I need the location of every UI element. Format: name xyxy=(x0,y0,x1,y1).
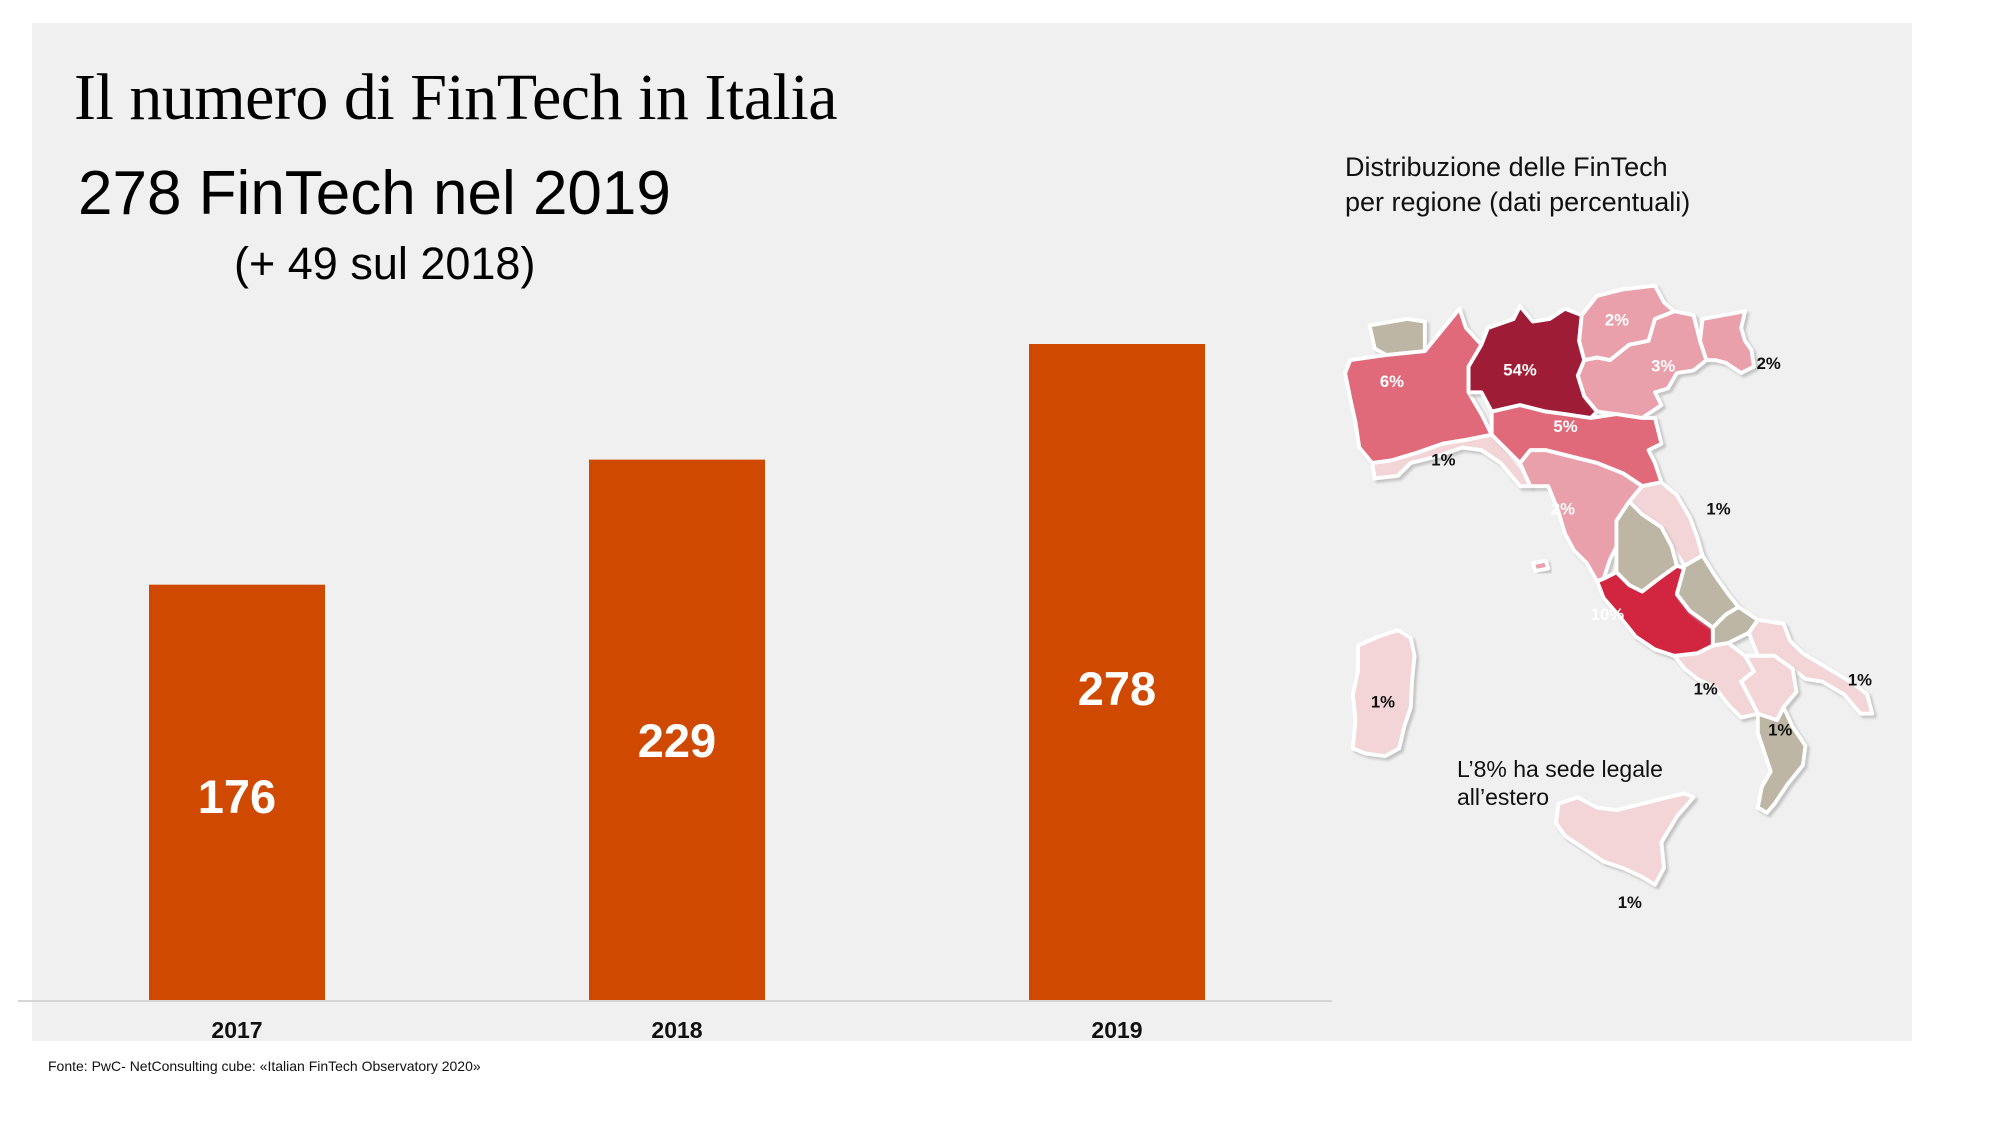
label-lazio: 10% xyxy=(1591,605,1625,624)
labels-layer: 176 2017 229 2018 278 2019 xyxy=(198,662,1156,1043)
bar-2018 xyxy=(589,459,765,1001)
bar-value-label: 229 xyxy=(638,714,716,767)
map-title: Distribuzione delle FinTech per regione … xyxy=(1345,152,1691,217)
bar-value-label: 278 xyxy=(1078,662,1156,715)
x-tick-label: 2018 xyxy=(651,1017,702,1043)
label-campania: 1% xyxy=(1694,679,1718,698)
bar-value-label: 176 xyxy=(198,770,276,823)
bar-2017 xyxy=(149,584,325,1000)
label-puglia: 1% xyxy=(1848,670,1872,689)
island-elba xyxy=(1530,558,1551,573)
label-toscana: 2% xyxy=(1551,499,1575,518)
bar-2019 xyxy=(1029,344,1205,1000)
label-veneto: 3% xyxy=(1651,357,1675,376)
label-sicilia: 1% xyxy=(1618,893,1642,912)
label-trentino: 2% xyxy=(1605,310,1629,329)
bars-layer xyxy=(149,344,1205,1001)
region-sardegna xyxy=(1350,628,1417,759)
abroad-note: L’8% ha sede legale all’estero xyxy=(1457,756,1663,810)
label-liguria: 1% xyxy=(1431,451,1455,470)
headline-total: 278 FinTech nel 2019 xyxy=(78,159,671,228)
region-veneto xyxy=(1575,309,1709,420)
x-tick-label: 2019 xyxy=(1091,1017,1142,1043)
label-basilicata: 1% xyxy=(1768,721,1792,740)
region-toscana xyxy=(1518,448,1645,584)
source-footnote: Fonte: PwC- NetConsulting cube: «Italian… xyxy=(48,1058,481,1074)
label-sardegna: 1% xyxy=(1371,692,1395,711)
map-labels: 6% 54% 2% 3% 2% 1% 5% 2% 1% 10% 1% 1% 1%… xyxy=(1371,310,1872,911)
label-lombardia: 54% xyxy=(1503,361,1537,380)
label-marche: 1% xyxy=(1706,499,1730,518)
region-liguria xyxy=(1370,432,1533,489)
label-piemonte: 6% xyxy=(1380,372,1404,391)
label-emilia-romagna: 5% xyxy=(1553,417,1577,436)
region-calabria xyxy=(1755,705,1808,815)
label-friuli: 2% xyxy=(1757,354,1781,373)
x-tick-label: 2017 xyxy=(211,1017,262,1043)
region-sicilia xyxy=(1554,791,1696,887)
region-valle-daosta xyxy=(1367,317,1427,357)
bar-chart: 176 2017 229 2018 278 2019 xyxy=(18,344,1332,1043)
headline-delta: (+ 49 sul 2018) xyxy=(234,238,536,289)
italy-region-map: 6% 54% 2% 3% 2% 1% 5% 2% 1% 10% 1% 1% 1%… xyxy=(1343,283,1875,912)
page-title: Il numero di FinTech in Italia xyxy=(74,61,838,134)
region-friuli xyxy=(1698,309,1756,375)
